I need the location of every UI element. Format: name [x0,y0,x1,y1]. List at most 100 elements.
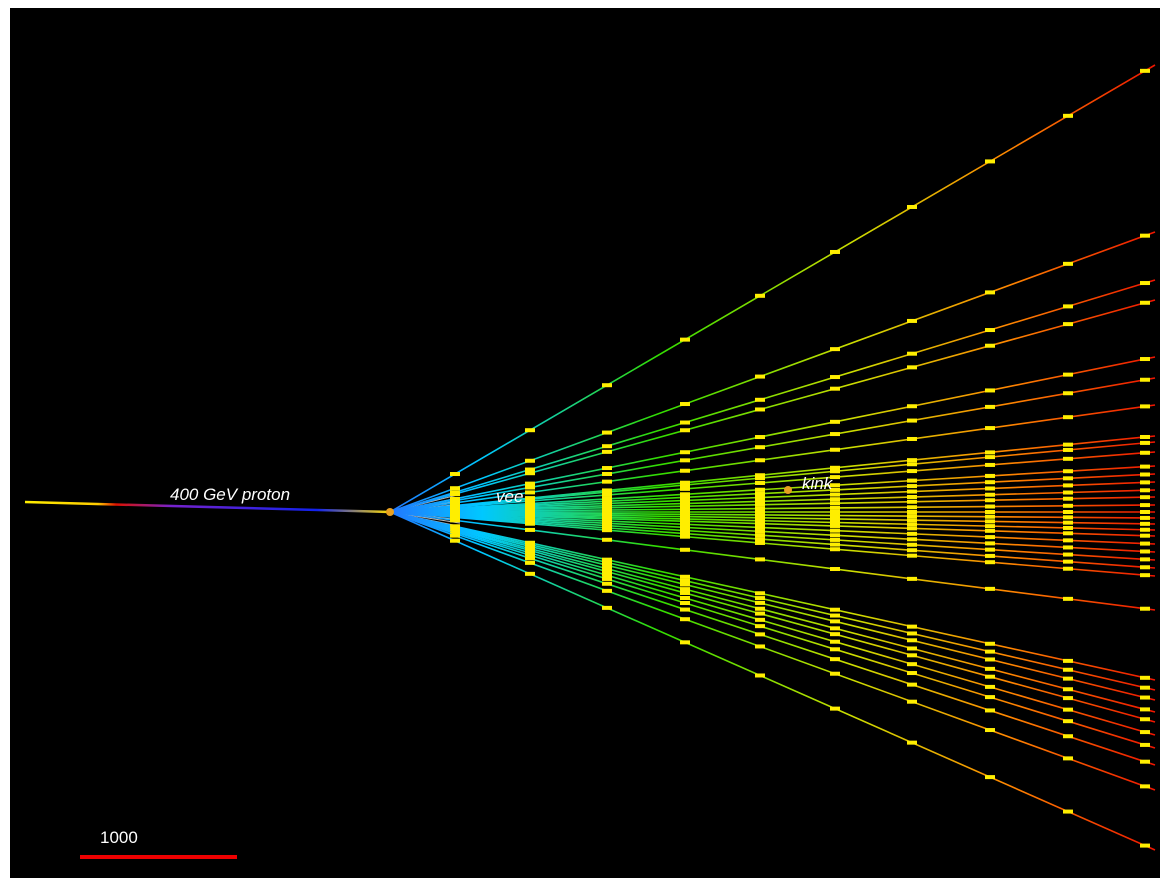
hit [755,591,765,595]
hit [680,483,690,487]
hit [830,619,840,623]
hit [525,459,535,463]
hit [985,159,995,163]
hit [680,402,690,406]
hit [680,579,690,583]
hit [830,469,840,473]
hit [907,653,917,657]
hit [755,525,765,529]
hit [1063,457,1073,461]
hit [680,608,690,612]
hit [755,596,765,600]
hit [1140,557,1150,561]
hit [907,352,917,356]
hit [1140,549,1150,553]
hit [1063,560,1073,564]
hit [602,450,612,454]
hit [907,671,917,675]
hit [602,383,612,387]
hit [1063,810,1073,814]
hit [755,407,765,411]
hit [1063,567,1073,571]
hit [907,518,917,522]
hit [985,775,995,779]
hit [830,524,840,528]
hit [1140,357,1150,361]
hit [907,741,917,745]
hit [755,632,765,636]
hit [830,529,840,533]
event-display: 400 GeV proton vee kink 1000 [0,0,1167,886]
hit [1140,435,1150,439]
hit [907,662,917,666]
hit [985,685,995,689]
hit [680,596,690,600]
hit [1063,526,1073,530]
hit [1063,415,1073,419]
hit [985,529,995,533]
hit [450,539,460,543]
hit [1063,497,1073,501]
hit [1140,465,1150,469]
hit [602,570,612,574]
hit [985,560,995,564]
hit [1063,531,1073,535]
hit [1140,281,1150,285]
hit [755,644,765,648]
hit [985,405,995,409]
hit [755,488,765,492]
hit [1063,708,1073,712]
hit [830,614,840,618]
hit [830,506,840,510]
hit [1140,784,1150,788]
hit [602,538,612,542]
hit [907,532,917,536]
hit [985,554,995,558]
hit [755,624,765,628]
hit [985,505,995,509]
hit [602,472,612,476]
hit [1063,510,1073,514]
hit [1063,304,1073,308]
hit [1063,373,1073,377]
hit [907,462,917,466]
hit [907,479,917,483]
hit [830,250,840,254]
hit [602,577,612,581]
hit [830,375,840,379]
hit [1063,545,1073,549]
hit [830,632,840,636]
hit [907,537,917,541]
hit [907,365,917,369]
hit [907,638,917,642]
hit [1063,597,1073,601]
hit [907,505,917,509]
hit [755,435,765,439]
hit [830,567,840,571]
hit [830,497,840,501]
hit [602,582,612,586]
hit [1140,844,1150,848]
hit [1140,480,1150,484]
hit [985,650,995,654]
hit [450,534,460,538]
hit [1063,696,1073,700]
hit [1140,528,1150,532]
hit [985,450,995,454]
hit [907,577,917,581]
hit [830,608,840,612]
hit [1063,469,1073,473]
hit [525,468,535,472]
hit [1140,441,1150,445]
hit [830,517,840,521]
hit [680,587,690,591]
hit [1063,734,1073,738]
hit [830,547,840,551]
hit [985,587,995,591]
hit [1063,443,1073,447]
hit [680,617,690,621]
hit [830,707,840,711]
hit [1063,262,1073,266]
hit [830,347,840,351]
hit [907,458,917,462]
